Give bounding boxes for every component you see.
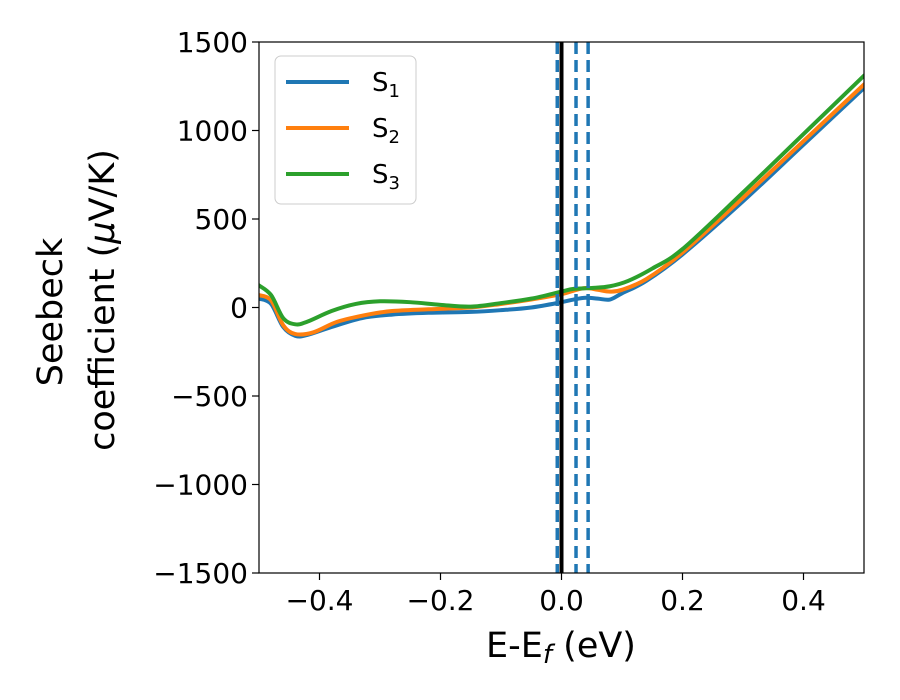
y-tick-label: 1500 xyxy=(177,26,248,59)
x-axis-label: E-Ef (eV) xyxy=(486,626,636,670)
legend: S1 S2 S3 xyxy=(274,55,417,205)
svg-text:coefficient (μV/K): coefficient (μV/K) xyxy=(83,149,123,451)
plot-lines xyxy=(259,42,864,573)
x-tick-label: −0.2 xyxy=(407,584,475,617)
x-axis: −0.4 −0.2 0.0 0.2 0.4 xyxy=(286,573,826,617)
y-axis: −1500 −1000 −500 0 500 1000 1500 xyxy=(153,26,259,590)
x-tick-label: 0.2 xyxy=(660,584,705,617)
svg-text:Seebeck: Seebeck xyxy=(31,237,71,386)
legend-label-1: S1 xyxy=(372,68,400,102)
y-tick-label: −500 xyxy=(171,380,248,413)
legend-label-2: S2 xyxy=(372,114,400,148)
x-tick-label: 0.4 xyxy=(781,584,826,617)
y-tick-label: −1000 xyxy=(153,469,248,502)
y-tick-label: 0 xyxy=(230,292,248,325)
legend-label-3: S3 xyxy=(372,160,400,194)
x-tick-label: 0.0 xyxy=(539,584,584,617)
y-tick-label: −1500 xyxy=(153,557,248,590)
y-tick-label: 500 xyxy=(195,203,248,236)
y-tick-label: 1000 xyxy=(177,115,248,148)
series-line-3 xyxy=(259,73,864,327)
x-tick-label: −0.4 xyxy=(286,584,354,617)
y-axis-label: Seebeck coefficient (μV/K) xyxy=(31,149,123,451)
